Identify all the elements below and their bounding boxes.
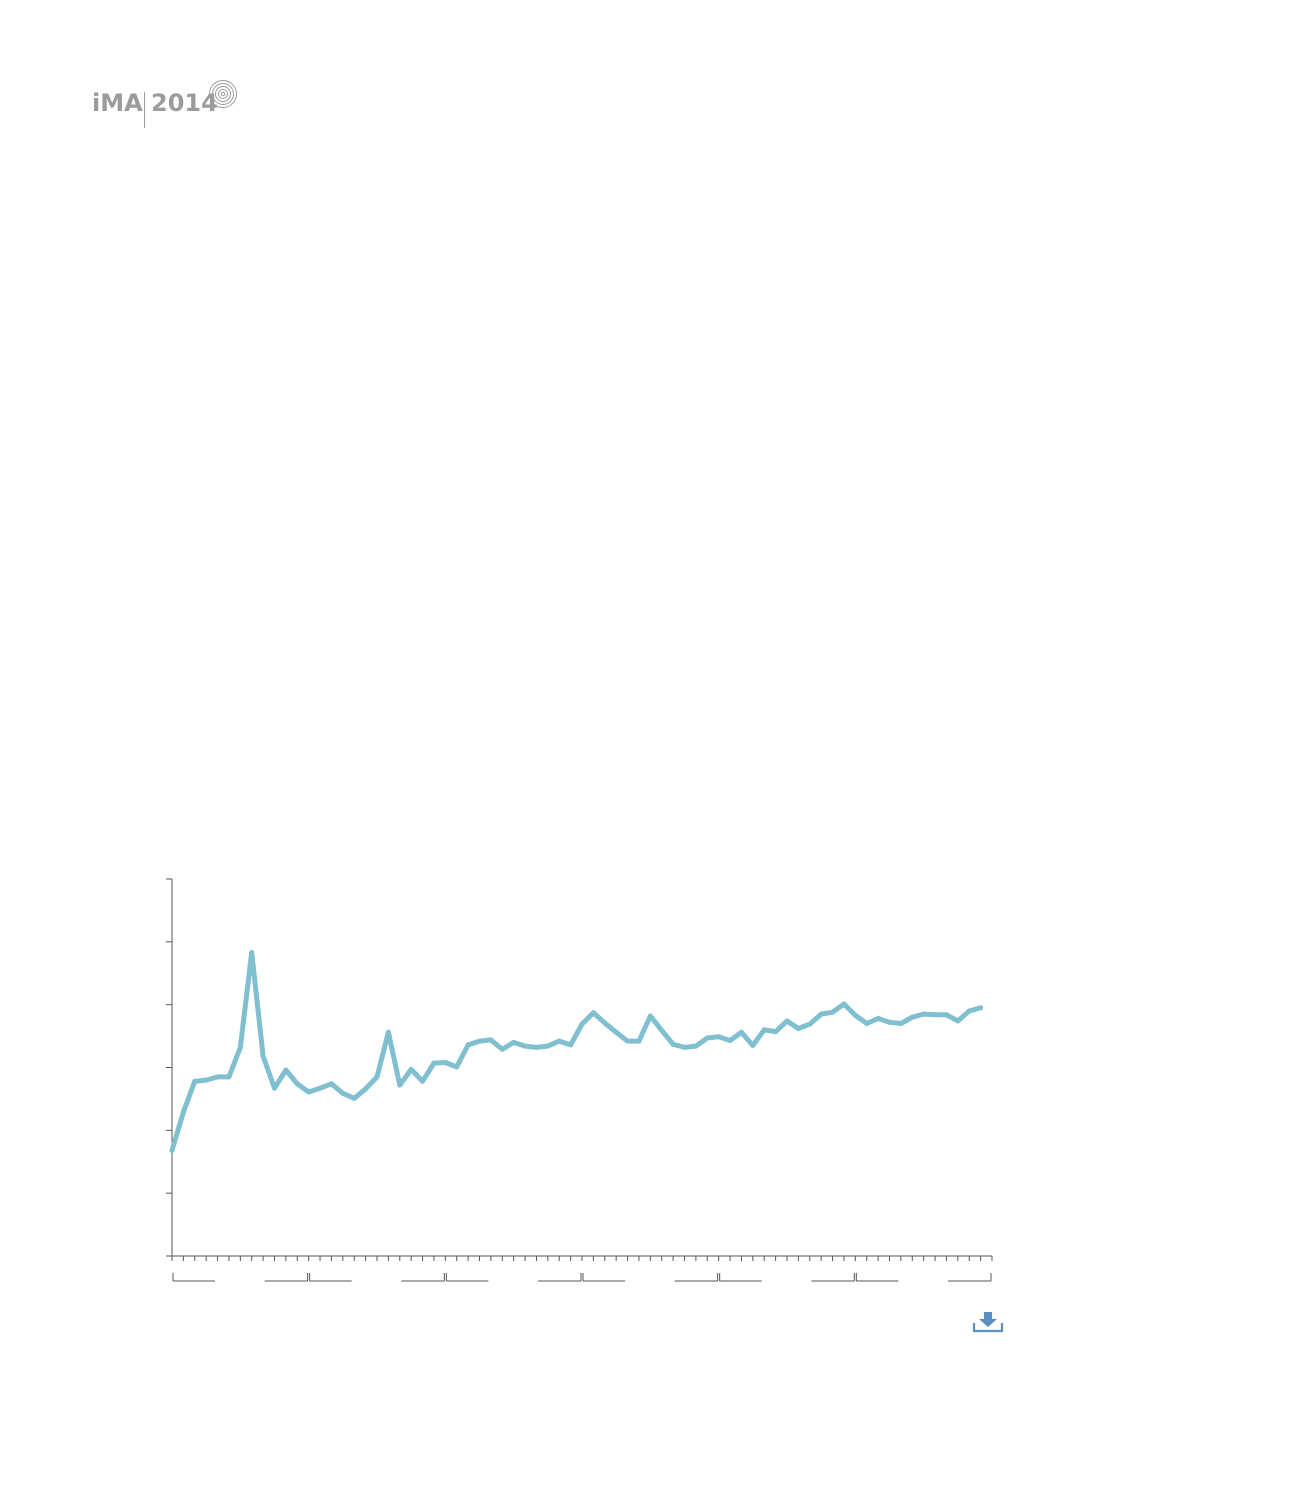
data-point [511, 1039, 517, 1045]
data-point [818, 1011, 824, 1017]
data-point [420, 1078, 426, 1084]
data-point [613, 1029, 619, 1035]
data-point [180, 1109, 186, 1115]
data-point [875, 1016, 881, 1021]
data-point [887, 1019, 892, 1025]
chart-series [169, 950, 984, 1153]
data-point [283, 1067, 289, 1073]
data-point [966, 1008, 972, 1014]
data-point [830, 1009, 836, 1015]
download-icon[interactable] [972, 1311, 1004, 1333]
data-point [773, 1029, 779, 1035]
data-point [249, 950, 255, 955]
data-point [795, 1026, 801, 1031]
data-point [169, 1147, 175, 1153]
data-point [431, 1060, 437, 1066]
data-point [533, 1044, 539, 1050]
data-point [477, 1038, 482, 1044]
data-point [374, 1074, 380, 1080]
data-point [647, 1013, 653, 1019]
data-point [738, 1029, 744, 1035]
data-point [704, 1035, 710, 1041]
concentric-rings-icon [209, 80, 237, 108]
data-point [682, 1044, 687, 1050]
data-point [590, 1010, 596, 1016]
data-point [784, 1018, 790, 1024]
data-point [237, 1044, 243, 1050]
data-point [454, 1064, 460, 1070]
data-point [579, 1021, 585, 1027]
data-point [215, 1074, 221, 1080]
data-point [978, 1005, 984, 1011]
data-point [727, 1038, 733, 1043]
data-point [943, 1012, 949, 1018]
data-point [693, 1043, 699, 1049]
logo-brand-text: iMA [92, 89, 143, 117]
data-point [408, 1066, 414, 1072]
data-point [602, 1020, 608, 1026]
data-point [545, 1043, 551, 1049]
data-point [807, 1021, 813, 1027]
data-point [716, 1034, 722, 1040]
logo-year-text: 2014 [151, 89, 218, 117]
data-point [203, 1077, 209, 1083]
data-point [841, 1001, 847, 1007]
data-point [556, 1038, 562, 1044]
data-point [226, 1074, 232, 1080]
data-point [522, 1043, 528, 1049]
data-point [568, 1042, 574, 1048]
data-point [932, 1012, 938, 1018]
data-point [260, 1053, 266, 1059]
data-point [272, 1085, 277, 1091]
data-point [864, 1021, 870, 1026]
data-point [442, 1060, 448, 1065]
data-point [761, 1027, 767, 1033]
series-line [169, 950, 984, 1153]
data-point [659, 1027, 665, 1033]
data-point [397, 1082, 403, 1088]
data-point [909, 1014, 915, 1020]
ima-2014-logo: iMA 2014 [90, 76, 240, 132]
logo-divider [144, 92, 145, 128]
data-point [625, 1038, 631, 1044]
data-point [852, 1012, 858, 1018]
data-point [351, 1095, 357, 1101]
data-point [898, 1021, 904, 1026]
data-point [294, 1081, 300, 1087]
data-point [636, 1038, 642, 1044]
data-point [499, 1046, 505, 1052]
data-point [328, 1081, 334, 1087]
data-point [340, 1090, 346, 1096]
data-point [306, 1089, 312, 1095]
data-point [921, 1011, 927, 1017]
data-point [488, 1037, 494, 1043]
data-point [955, 1018, 961, 1024]
data-point [670, 1041, 676, 1047]
data-point [385, 1029, 391, 1035]
chart-axes [166, 878, 993, 1282]
data-point [750, 1043, 756, 1048]
data-point [192, 1078, 198, 1084]
data-point [317, 1085, 323, 1091]
data-point [465, 1042, 471, 1048]
data-point [363, 1086, 369, 1092]
